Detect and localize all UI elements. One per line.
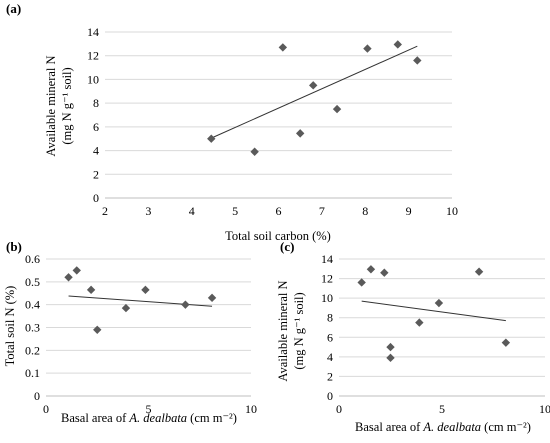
y-tick-label-b: 0.4 xyxy=(25,298,40,312)
panel-label-b: (b) xyxy=(6,239,22,254)
data-point-b xyxy=(141,285,150,295)
y-tick-label-c: 2 xyxy=(327,369,333,383)
x-tick-label-a: 8 xyxy=(362,204,368,218)
x-tick-label-a: 10 xyxy=(446,204,458,218)
y-axis-label-b: Total soil N (%) xyxy=(3,286,17,367)
y-tick-label-c: 10 xyxy=(321,291,333,305)
panel-label-c: (c) xyxy=(280,239,294,254)
x-tick-label-c: 0 xyxy=(336,402,342,416)
chart-b: (b) 0 0.1 0.2 0.3 0.4 0.5 0.6 0 5 10 Basal area o… xyxy=(3,239,257,425)
y-tick-label-a: 6 xyxy=(93,120,99,134)
y-tick-label-a: 4 xyxy=(93,144,99,158)
x-tick-label-a: 4 xyxy=(189,204,195,218)
y-tick-label-a: 12 xyxy=(87,49,99,63)
x-tick-label-b: 10 xyxy=(245,402,257,416)
chart-c: (c) 0 2 4 6 8 10 12 14 0 5 10 Basal area of A. dea… xyxy=(276,239,550,434)
data-point-a xyxy=(250,147,259,156)
y-tick-label-b: 0.3 xyxy=(25,321,40,335)
panel-label-a: (a) xyxy=(6,1,21,16)
y-tick-label-a: 8 xyxy=(93,96,99,110)
data-point-c xyxy=(380,268,389,277)
x-tick-label-c: 5 xyxy=(439,402,445,416)
data-point-c xyxy=(474,267,484,276)
y-tick-label-c: 12 xyxy=(321,272,333,286)
x-tick-label-a: 7 xyxy=(319,204,325,218)
data-point-c xyxy=(501,338,511,347)
y-tick-label-c: 0 xyxy=(327,389,333,403)
y-tick-label-c: 4 xyxy=(327,350,333,364)
y-tick-label-b: 0.6 xyxy=(25,252,40,266)
y-tick-label-a: 2 xyxy=(93,167,99,181)
y-tick-label-c: 14 xyxy=(321,252,333,266)
data-point-c xyxy=(357,278,366,287)
data-point-b xyxy=(86,285,96,295)
data-point-c xyxy=(366,265,376,274)
data-point-a xyxy=(393,40,402,49)
x-axis-label-c: Basal area of A. dealbata (cm m⁻²) xyxy=(355,420,531,434)
y-axis-label-c-line1: Available mineral N xyxy=(276,280,290,381)
y-tick-label-b: 0 xyxy=(34,389,40,403)
data-point-c xyxy=(386,342,395,352)
y-tick-label-a: 0 xyxy=(93,191,99,205)
data-point-a xyxy=(295,129,305,138)
y-tick-label-c: 8 xyxy=(327,311,333,325)
x-tick-label-a: 3 xyxy=(145,204,151,218)
data-point-b xyxy=(181,300,190,309)
data-point-a xyxy=(278,43,288,52)
y-axis-label-c-line2: (mg N g⁻¹ soil) xyxy=(292,292,306,369)
x-tick-label-b: 5 xyxy=(146,402,152,416)
y-axis-label-a-line1: Available mineral N xyxy=(44,55,58,156)
trendline-c xyxy=(361,300,506,322)
data-point-b xyxy=(93,325,102,334)
data-point-a xyxy=(207,134,216,143)
x-axis-label-b: Basal area of A. dealbata (cm m⁻²) xyxy=(61,411,237,425)
y-tick-label-a: 14 xyxy=(87,25,99,39)
data-point-a xyxy=(363,44,372,53)
data-point-b xyxy=(121,303,131,313)
x-tick-label-a: 2 xyxy=(102,204,108,218)
trendline-a xyxy=(211,45,418,139)
x-tick-label-a: 9 xyxy=(406,204,412,218)
x-tick-label-c: 10 xyxy=(539,402,550,416)
y-tick-label-a: 10 xyxy=(87,72,99,86)
data-point-b xyxy=(64,273,73,282)
x-tick-label-a: 6 xyxy=(276,204,282,218)
data-point-b xyxy=(72,266,81,275)
data-point-c xyxy=(386,353,395,363)
x-tick-label-b: 0 xyxy=(43,402,49,416)
y-tick-label-b: 0.5 xyxy=(25,275,40,289)
data-point-a xyxy=(413,56,422,65)
y-axis-label-a-line2: (mg N g⁻¹ soil) xyxy=(60,67,74,144)
x-tick-label-a: 5 xyxy=(232,204,238,218)
data-point-c xyxy=(434,298,444,308)
y-tick-label-b: 0.1 xyxy=(25,366,40,380)
y-tick-label-b: 0.2 xyxy=(25,343,40,357)
data-point-c xyxy=(415,318,424,327)
x-axis-label-a: Total soil carbon (%) xyxy=(225,229,331,243)
y-tick-label-c: 6 xyxy=(327,330,333,344)
data-point-a xyxy=(332,104,342,114)
data-point-a xyxy=(309,81,318,90)
data-point-b xyxy=(207,293,217,303)
